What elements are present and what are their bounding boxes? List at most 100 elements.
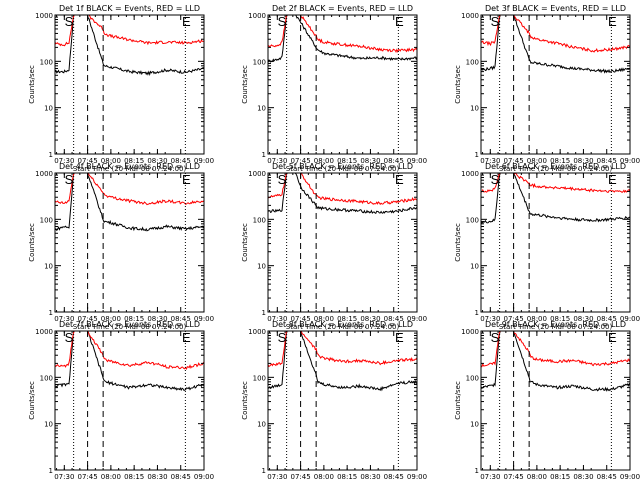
x-tick-label: 08:15 xyxy=(124,473,144,480)
x-axis-label: Start Time (20-Mar-08 07:24:00) xyxy=(73,323,187,331)
chart-title: Det 9f BLACK = Events, RED = LLD xyxy=(485,320,626,329)
x-tick-label: 08:45 xyxy=(597,157,617,165)
series-lld-line xyxy=(268,173,417,206)
y-axis-label: Counts/sec xyxy=(28,381,36,420)
end-marker-label: E xyxy=(182,14,191,29)
x-tick-label: 08:00 xyxy=(101,473,121,480)
end-marker-label: E xyxy=(608,172,617,187)
x-tick-label: 07:30 xyxy=(54,473,74,480)
y-tick-label: 100 xyxy=(40,216,53,224)
y-tick-label: 1000 xyxy=(35,170,53,178)
series-events-line xyxy=(268,15,417,63)
x-tick-label: 08:45 xyxy=(171,315,191,323)
series-events-line xyxy=(55,15,204,77)
x-tick-label: 08:00 xyxy=(527,315,547,323)
y-tick-label: 100 xyxy=(253,58,266,66)
end-marker-label: E xyxy=(395,330,404,345)
series-events-line xyxy=(55,331,204,392)
x-tick-label: 07:30 xyxy=(480,473,500,480)
y-axis-label: Counts/sec xyxy=(454,381,462,420)
y-tick-label: 10 xyxy=(470,263,479,271)
x-tick-label: 07:30 xyxy=(267,315,287,323)
y-tick-label: 1000 xyxy=(35,328,53,336)
x-tick-label: 08:30 xyxy=(573,315,593,323)
y-axis-label: Counts/sec xyxy=(454,65,462,104)
x-tick-label: 08:00 xyxy=(527,473,547,480)
x-tick-label: 08:30 xyxy=(360,315,380,323)
start-marker-label: S xyxy=(278,330,287,345)
x-tick-label: 09:00 xyxy=(407,315,427,323)
y-tick-label: 10 xyxy=(257,105,266,113)
start-marker-label: S xyxy=(65,330,74,345)
x-tick-label: 07:45 xyxy=(291,157,311,165)
series-events-line xyxy=(55,173,204,232)
x-tick-label: 08:45 xyxy=(171,473,191,480)
y-tick-label: 1000 xyxy=(461,328,479,336)
x-tick-label: 07:45 xyxy=(504,157,524,165)
start-marker-label: S xyxy=(278,14,287,29)
start-marker-label: S xyxy=(65,14,74,29)
axes-frame xyxy=(480,14,631,155)
y-tick-label: 1 xyxy=(262,151,266,159)
x-tick-label: 08:30 xyxy=(360,473,380,480)
x-tick-label: 07:30 xyxy=(267,473,287,480)
series-lld-line xyxy=(55,15,204,47)
y-tick-label: 1000 xyxy=(35,12,53,20)
chart-title: Det 3f BLACK = Events, RED = LLD xyxy=(485,4,626,13)
x-tick-label: 08:45 xyxy=(384,157,404,165)
x-axis-label: Start Time (20-Mar-08 07:24:00) xyxy=(499,323,613,331)
x-tick-label: 08:15 xyxy=(337,473,357,480)
x-tick-label: 07:45 xyxy=(78,473,98,480)
y-tick-label: 100 xyxy=(253,216,266,224)
y-axis-label: Counts/sec xyxy=(28,65,36,104)
y-tick-label: 1 xyxy=(49,151,53,159)
end-marker-label: E xyxy=(395,14,404,29)
y-tick-label: 1000 xyxy=(248,170,266,178)
start-marker-label: S xyxy=(65,172,74,187)
y-axis-label: Counts/sec xyxy=(241,223,249,262)
y-tick-label: 10 xyxy=(470,421,479,429)
series-events-line xyxy=(481,15,630,74)
x-tick-label: 08:15 xyxy=(550,473,570,480)
x-tick-label: 08:30 xyxy=(573,157,593,165)
x-tick-label: 07:30 xyxy=(480,157,500,165)
y-tick-label: 100 xyxy=(40,374,53,382)
chart-title: Det 2f BLACK = Events, RED = LLD xyxy=(272,4,413,13)
start-marker-label: S xyxy=(278,172,287,187)
series-lld-line xyxy=(481,15,630,53)
x-tick-label: 08:30 xyxy=(360,157,380,165)
y-axis-label: Counts/sec xyxy=(454,223,462,262)
y-tick-label: 1000 xyxy=(248,12,266,20)
end-marker-label: E xyxy=(608,330,617,345)
y-tick-label: 1 xyxy=(262,467,266,475)
end-marker-label: E xyxy=(182,330,191,345)
y-tick-label: 1000 xyxy=(248,328,266,336)
x-tick-label: 08:15 xyxy=(550,157,570,165)
y-tick-label: 1 xyxy=(49,309,53,317)
y-tick-label: 10 xyxy=(257,421,266,429)
y-tick-label: 100 xyxy=(253,374,266,382)
x-tick-label: 08:30 xyxy=(147,473,167,480)
x-axis-label: Start Time (20-Mar-08 07:24:00) xyxy=(286,165,400,173)
y-tick-label: 1 xyxy=(475,151,479,159)
series-lld-line xyxy=(55,173,204,206)
x-tick-label: 07:45 xyxy=(504,315,524,323)
start-marker-label: S xyxy=(491,330,500,345)
x-tick-label: 08:45 xyxy=(597,473,617,480)
y-tick-label: 100 xyxy=(40,58,53,66)
x-tick-label: 09:00 xyxy=(407,157,427,165)
end-marker-label: E xyxy=(182,172,191,187)
x-tick-label: 08:00 xyxy=(101,315,121,323)
y-tick-label: 100 xyxy=(466,374,479,382)
x-tick-label: 07:30 xyxy=(267,157,287,165)
x-axis-label: Start Time (20-Mar-08 07:24:00) xyxy=(286,323,400,331)
y-tick-label: 100 xyxy=(466,216,479,224)
y-tick-label: 10 xyxy=(44,421,53,429)
x-tick-label: 08:15 xyxy=(124,315,144,323)
